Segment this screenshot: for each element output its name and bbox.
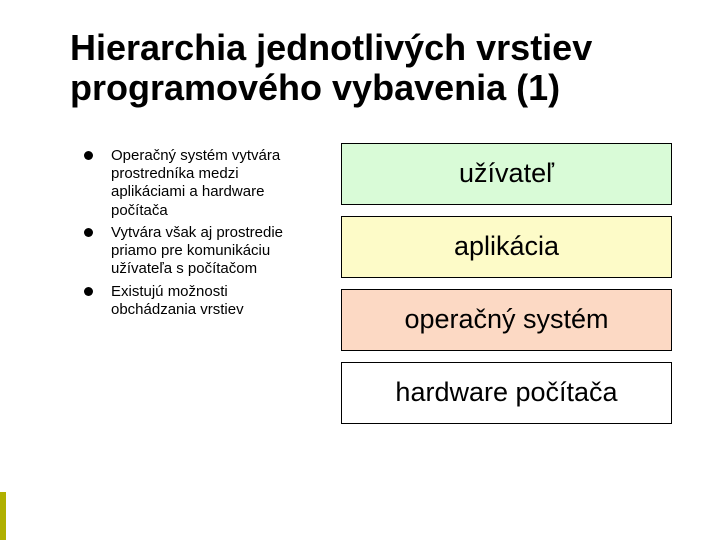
bullet-dot-icon <box>84 151 93 160</box>
bullet-text: Vytvára však aj prostredie priamo pre ko… <box>111 224 315 279</box>
bullet-item: Operačný systém vytvára prostredníka med… <box>70 147 315 220</box>
slide-title: Hierarchia jednotlivých vrstiev programo… <box>70 28 672 109</box>
layer-hardware: hardware počítača <box>341 362 672 424</box>
bullet-item: Existujú možnosti obchádzania vrstiev <box>70 283 315 320</box>
bullet-text: Existujú možnosti obchádzania vrstiev <box>111 283 315 320</box>
accent-line <box>0 492 6 540</box>
bullet-dot-icon <box>84 228 93 237</box>
layer-application: aplikácia <box>341 216 672 278</box>
bullet-list: Operačný systém vytvára prostredníka med… <box>70 143 315 424</box>
layer-user: užívateľ <box>341 143 672 205</box>
layer-os: operačný systém <box>341 289 672 351</box>
bullet-text: Operačný systém vytvára prostredníka med… <box>111 147 315 220</box>
layer-stack: užívateľ aplikácia operačný systém hardw… <box>341 143 672 424</box>
slide: Hierarchia jednotlivých vrstiev programo… <box>0 0 720 540</box>
bullet-item: Vytvára však aj prostredie priamo pre ko… <box>70 224 315 279</box>
bullet-dot-icon <box>84 287 93 296</box>
content-row: Operačný systém vytvára prostredníka med… <box>70 143 672 424</box>
